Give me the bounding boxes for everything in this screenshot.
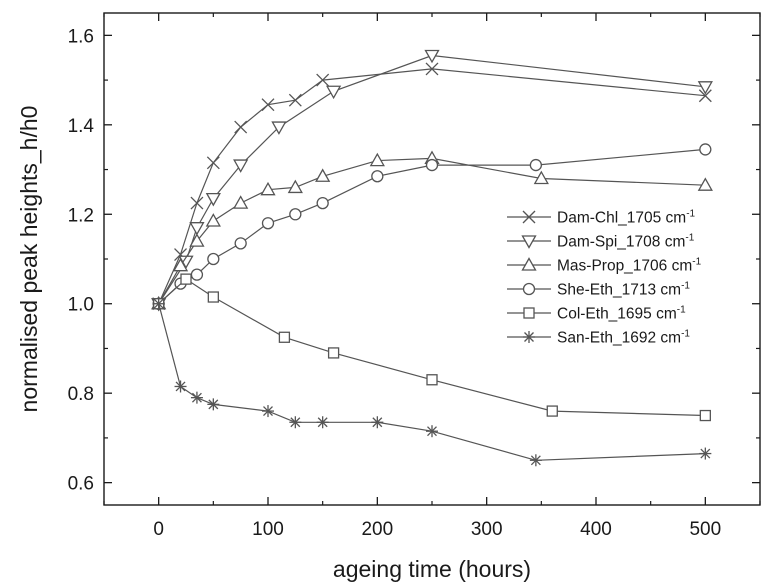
legend-marker — [522, 282, 536, 296]
data-point — [180, 273, 192, 285]
legend-marker — [521, 235, 537, 249]
data-point — [371, 170, 384, 183]
legend-marker — [523, 307, 535, 319]
data-point — [426, 425, 438, 438]
data-point — [316, 196, 329, 210]
x-tick-label: 500 — [689, 519, 721, 540]
x-tick-label: 400 — [580, 519, 612, 540]
data-point — [172, 257, 189, 272]
legend-marker — [523, 331, 535, 343]
data-point — [190, 196, 204, 210]
data-point — [289, 208, 302, 221]
data-point — [698, 89, 712, 103]
data-point — [271, 121, 287, 135]
data-point — [190, 268, 204, 281]
data-point — [207, 398, 220, 411]
data-point — [174, 380, 187, 393]
data-point — [371, 416, 384, 429]
data-point — [207, 291, 219, 303]
data-point — [233, 195, 249, 209]
data-point — [260, 181, 276, 196]
y-tick-label: 0.8 — [68, 384, 94, 405]
data-point — [699, 447, 712, 460]
data-point — [288, 93, 302, 107]
data-point — [697, 177, 713, 191]
data-point — [278, 331, 291, 343]
y-axis-title: normalised peak heights_h/h0 — [16, 106, 42, 413]
data-point — [327, 347, 340, 359]
series-san-eth-1692 — [152, 297, 712, 467]
legend-label: Mas-Prop_1706 cm-1 — [557, 257, 702, 275]
data-point — [289, 416, 302, 429]
legend-label: Dam-Chl_1705 cm-1 — [557, 209, 696, 227]
legend-item: Col-Eth_1695 cm-1 — [507, 305, 686, 323]
data-point — [529, 454, 542, 467]
data-point — [261, 217, 275, 230]
data-point — [262, 405, 274, 418]
data-point — [152, 297, 165, 310]
legend-label: Col-Eth_1695 cm-1 — [557, 305, 686, 323]
legend-marker — [521, 257, 537, 271]
legend: Dam-Chl_1705 cm-1 Dam-Spi_1708 cm-1 Mas-Pr… — [507, 209, 702, 347]
legend-item: Mas-Prop_1706 cm-1 — [507, 257, 702, 275]
legend-item: Dam-Spi_1708 cm-1 — [507, 233, 695, 251]
legend-label: San-Eth_1692 cm-1 — [557, 329, 690, 347]
x-tick-label: 0 — [153, 519, 164, 540]
x-tick-label: 200 — [361, 519, 393, 540]
legend-label: She-Eth_1713 cm-1 — [557, 281, 690, 299]
data-point — [699, 409, 711, 422]
data-point — [234, 120, 248, 134]
y-tick-label: 0.6 — [68, 474, 94, 495]
data-point — [315, 168, 331, 182]
data-point — [207, 252, 220, 266]
axis-ticks: 0 100 200 300 400 500 0.6 0.8 1.0 1.2 1.4 1.6 — [68, 13, 761, 540]
data-point — [233, 159, 249, 173]
data-point — [369, 152, 385, 167]
data-point — [234, 237, 247, 250]
y-tick-label: 1.0 — [68, 295, 94, 316]
data-point — [697, 81, 713, 95]
data-point — [529, 158, 543, 172]
series-dam-spi-1708 — [151, 49, 713, 312]
data-point — [533, 170, 549, 185]
data-point — [205, 213, 221, 227]
legend-item: San-Eth_1692 cm-1 — [507, 329, 690, 347]
data-point — [205, 192, 221, 207]
data-point — [425, 158, 439, 172]
x-tick-label: 100 — [252, 519, 284, 540]
data-point — [546, 405, 558, 417]
data-point — [426, 374, 438, 386]
data-point — [287, 179, 303, 194]
data-point — [190, 391, 203, 404]
data-point — [261, 98, 275, 112]
legend-label: Dam-Spi_1708 cm-1 — [557, 233, 695, 251]
data-point — [325, 85, 342, 100]
y-tick-label: 1.4 — [68, 116, 95, 137]
data-point — [206, 156, 220, 170]
series-line — [158, 68, 706, 304]
x-axis-title: ageing time (hours) — [333, 556, 531, 582]
legend-marker — [522, 210, 536, 224]
legend-item: Dam-Chl_1705 cm-1 — [507, 209, 696, 227]
data-point — [424, 49, 440, 64]
y-tick-label: 1.6 — [68, 26, 94, 47]
data-point — [316, 73, 330, 87]
data-point — [189, 233, 205, 247]
data-point — [699, 143, 712, 156]
series-layer — [151, 49, 713, 467]
legend-item: She-Eth_1713 cm-1 — [507, 281, 690, 299]
data-point — [316, 416, 329, 429]
x-tick-label: 300 — [471, 519, 503, 540]
series-line — [158, 278, 706, 417]
data-point — [189, 222, 205, 236]
data-point — [425, 62, 439, 76]
y-tick-label: 1.2 — [68, 205, 94, 226]
